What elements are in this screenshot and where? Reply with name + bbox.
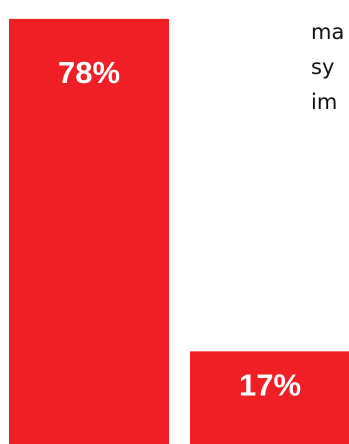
value-labels-group: 78% 17% bbox=[58, 55, 301, 402]
bar-value-label-2: 17% bbox=[239, 367, 301, 402]
bar-value-label-1: 78% bbox=[58, 55, 120, 90]
bars-group bbox=[9, 18, 349, 444]
side-text-line-2: sy bbox=[311, 55, 334, 79]
side-text-block: ma sy im bbox=[311, 20, 344, 114]
side-text-line-1: ma bbox=[311, 20, 344, 44]
bar-2 bbox=[190, 351, 349, 444]
side-text-line-3: im bbox=[311, 90, 337, 114]
bar-1 bbox=[9, 18, 169, 444]
